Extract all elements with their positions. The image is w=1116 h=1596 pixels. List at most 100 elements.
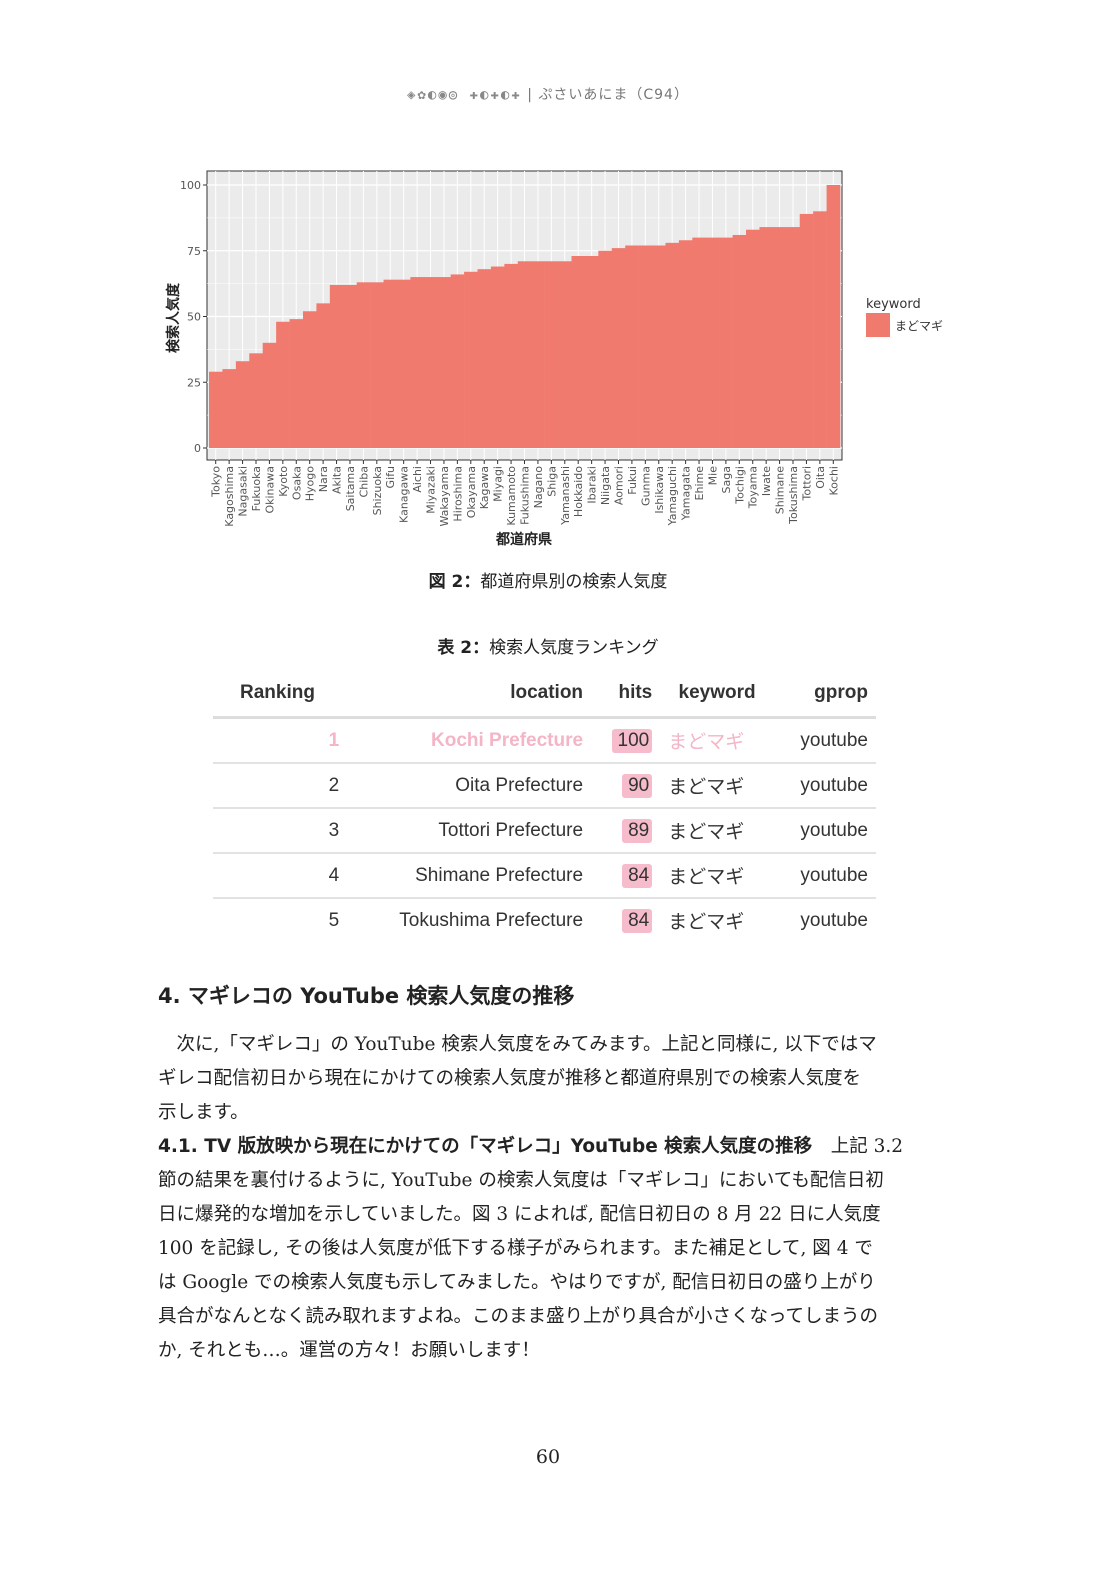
x-tick-label: Niigata [599,466,612,505]
bar-miyagi [490,266,505,448]
table-row: 4 Shimane Prefecture 84 まどマギ youtube [213,853,876,899]
header-title: ぷさいあにま（C94） [538,87,689,103]
x-tick-label: Kochi [827,466,840,495]
bar-kyoto [276,321,290,448]
bar-chiba [356,282,371,448]
x-tick-label: Nara [317,466,330,492]
page-number: 60 [535,1446,561,1468]
bar-nagasaki [235,361,250,448]
x-tick-label: Nagasaki [237,466,250,517]
bar-ehime [692,237,707,448]
x-tick-label: Okayama [465,466,478,518]
y-tick-label: 50 [187,311,201,324]
x-tick-label: Fukuoka [250,466,263,511]
text-line: 節の結果を裏付けるように, YouTube の検索人気度は「マギレコ」においても… [158,1170,884,1191]
bar-kagawa [477,269,492,448]
bar-fukui [625,245,639,448]
hits-badge: 84 [622,863,653,888]
text-line: か, それとも…。運営の方々！お願いします！ [158,1340,540,1361]
x-tick-label: Kumamoto [505,466,518,526]
running-header: ◈✿◐◉◎ ✚◐✚◐✚ | ぷさいあにま（C94） [0,84,1096,104]
bar-fukushima [517,261,532,448]
location-cell: Tottori Prefecture [347,808,592,854]
table-row: 5 Tokushima Prefecture 84 まどマギ youtube [213,898,876,942]
table-caption-text: 検索人気度ランキング [489,638,659,658]
bar-gunma [638,245,653,448]
x-tick-label: Tottori [800,466,813,502]
bar-osaka [289,319,304,448]
figure-caption-label: 図 2： [428,572,481,592]
bar-aomori [611,248,626,448]
bar-okayama [464,271,478,448]
x-tick-label: Fukushima [519,466,532,525]
bar-hokkaido [571,256,586,448]
bar-miyazaki [423,277,438,448]
x-tick-label: Yamanashi [559,466,572,526]
hits-cell: 90 [591,763,661,809]
hits-cell: 100 [591,717,661,764]
bar-ishikawa [652,245,666,448]
bar-kumamoto [504,263,519,448]
bar-tokyo [209,371,223,448]
legend-title: keyword [866,297,921,312]
bar-kagoshima [222,369,237,448]
x-tick-label: Akita [331,466,344,494]
hits-cell: 84 [591,853,661,899]
col-keyword: keyword [660,670,774,719]
x-tick-label: Nagano [532,466,545,509]
y-tick-label: 0 [194,442,201,455]
x-tick-label: Oita [814,466,827,489]
y-tick-label: 25 [187,376,201,389]
hits-badge: 100 [611,728,653,753]
x-tick-label: Toyama [747,466,760,509]
x-tick-label: Osaka [290,466,303,500]
chart-bars [209,185,841,448]
x-tick-label: Fukui [626,466,639,495]
bar-fukuoka [249,353,264,448]
gprop-cell: youtube [800,909,868,931]
bar-shizuoka [370,282,384,448]
bar-oita [813,211,827,448]
figure-caption: 図 2：都道府県別の検索人気度 [0,567,1096,592]
hits-badge: 89 [622,818,653,843]
x-tick-label: Wakayama [438,466,451,527]
section-title: 4. マギレコの YouTube 検索人気度の推移 [158,984,575,1008]
x-tick-label: Shimane [774,466,787,514]
col-location: location [347,670,592,719]
bar-tottori [799,213,814,448]
keyword-cell: まどマギ [660,808,774,854]
gprop-cell: youtube [773,763,876,809]
text-line: 具合がなんとなく読み取れますよね。このまま盛り上がり具合が小さくなってしまうの [158,1306,879,1327]
legend-entry: まどマギ [895,319,943,333]
x-tick-label: Gifu [384,466,397,488]
location-cell: Oita Prefecture [347,763,592,809]
gprop-cell: youtube [773,853,876,899]
x-tick-label: Tokyo [210,466,223,498]
x-tick-label: Tokushima [787,466,800,525]
paragraph-1: 次に,「マギレコ」の YouTube 検索人気度をみてみます。上記と同様に, 以… [158,1028,948,1368]
x-tick-label: Kagoshima [223,466,236,527]
hits-cell: 84 [591,898,660,942]
x-tick-label: Mie [706,466,719,486]
bar-yamagata [678,240,693,448]
x-tick-label: Miyazaki [425,466,438,514]
bar-yamanashi [558,261,572,448]
bar-wakayama [437,277,451,448]
location-cell: Shimane Prefecture [347,853,592,899]
hits-badge: 90 [622,773,653,798]
bar-gifu [383,279,398,448]
table-caption-label: 表 2： [437,638,490,658]
bar-nagano [531,261,545,448]
x-tick-label: Shiga [545,466,558,497]
rank-cell: 1 [213,717,348,764]
text-line: 次に,「マギレコ」の YouTube 検索人気度をみてみます。上記と同様に, 以… [158,1034,877,1055]
text-line: 日に爆発的な増加を示していました。図 3 によれば, 配信日初日の 8 月 22… [158,1204,881,1225]
bar-niigata [598,250,613,448]
bar-kochi [826,185,841,448]
ranking-table: Ranking location hits keyword gprop 1 Koc… [213,670,876,942]
x-tick-label: Ishikawa [653,466,666,514]
bar-iwate [759,227,774,448]
x-tick-label: Shizuoka [371,466,384,515]
y-tick-label: 75 [187,245,201,258]
figure-caption-text: 都道府県別の検索人気度 [480,572,668,592]
